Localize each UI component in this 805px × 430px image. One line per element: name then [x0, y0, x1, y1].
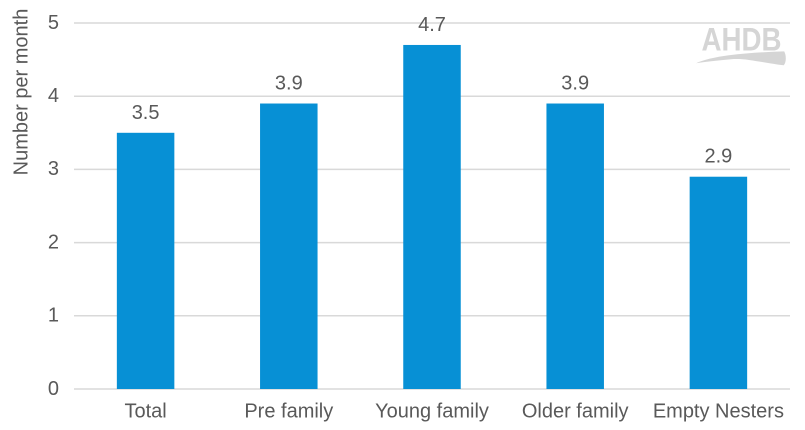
svg-text:Total: Total [124, 401, 166, 423]
svg-text:Number per month: Number per month [11, 9, 33, 176]
svg-text:0: 0 [48, 378, 59, 400]
svg-text:Empty Nesters: Empty Nesters [653, 401, 784, 423]
svg-text:3: 3 [48, 158, 59, 180]
svg-text:3.9: 3.9 [561, 73, 589, 95]
svg-text:1: 1 [48, 305, 59, 327]
svg-text:Young family: Young family [375, 401, 489, 423]
svg-text:3.9: 3.9 [275, 73, 303, 95]
svg-text:Older family: Older family [522, 401, 629, 423]
svg-text:5: 5 [48, 12, 59, 34]
svg-text:Pre family: Pre family [244, 401, 333, 423]
svg-text:AHDB: AHDB [702, 22, 782, 58]
svg-text:2: 2 [48, 231, 59, 253]
svg-text:2.9: 2.9 [704, 146, 732, 168]
svg-text:4.7: 4.7 [418, 14, 446, 36]
svg-text:3.5: 3.5 [132, 102, 160, 124]
svg-text:4: 4 [48, 85, 59, 107]
